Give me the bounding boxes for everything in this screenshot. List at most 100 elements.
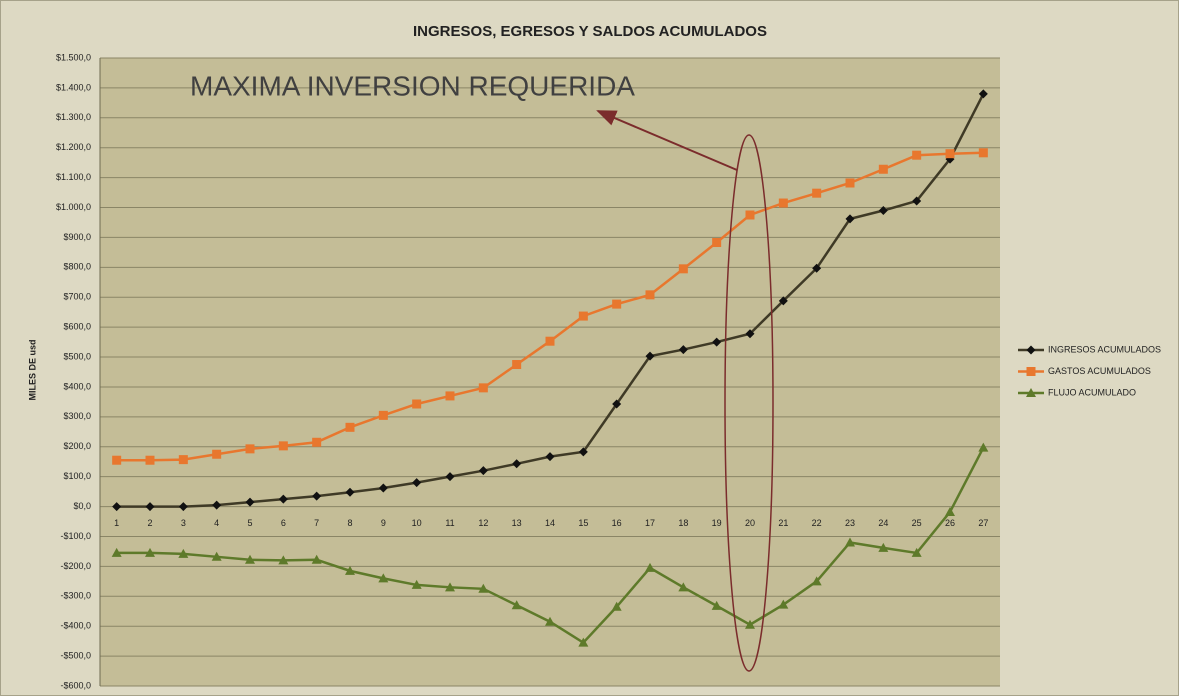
marker bbox=[912, 196, 922, 206]
x-tick-label: 24 bbox=[878, 518, 888, 528]
marker bbox=[1026, 345, 1036, 355]
marker bbox=[845, 537, 855, 547]
x-tick-label: 10 bbox=[412, 518, 422, 528]
y-tick-label: $700,0 bbox=[63, 292, 91, 302]
x-tick-label: 17 bbox=[645, 518, 655, 528]
marker bbox=[211, 551, 222, 561]
marker bbox=[811, 576, 822, 586]
marker bbox=[245, 497, 255, 507]
x-tick-label: 15 bbox=[578, 518, 588, 528]
plot-area bbox=[100, 58, 1000, 686]
marker bbox=[178, 502, 188, 512]
y-tick-label: $1.300,0 bbox=[56, 112, 91, 122]
annotation-arrow bbox=[596, 110, 738, 171]
marker bbox=[712, 337, 722, 347]
marker bbox=[878, 164, 888, 174]
marker bbox=[412, 399, 422, 409]
marker bbox=[612, 299, 622, 309]
x-tick-label: 1 bbox=[114, 518, 119, 528]
x-tick-label: 19 bbox=[712, 518, 722, 528]
marker bbox=[511, 600, 522, 610]
marker bbox=[312, 491, 322, 501]
y-tick-label: $800,0 bbox=[63, 262, 91, 272]
x-tick-label: 8 bbox=[347, 518, 352, 528]
annotation: MAXIMA INVERSION REQUERIDA bbox=[190, 70, 635, 101]
marker bbox=[512, 360, 522, 370]
marker bbox=[412, 478, 422, 488]
legend-label: FLUJO ACUMULADO bbox=[1048, 387, 1136, 397]
marker bbox=[645, 351, 655, 361]
y-tick-label: $400,0 bbox=[63, 381, 91, 391]
marker bbox=[545, 336, 555, 346]
marker bbox=[311, 554, 322, 564]
x-tick-label: 20 bbox=[745, 518, 755, 528]
x-tick-label: 22 bbox=[812, 518, 822, 528]
y-tick-label: $1.200,0 bbox=[56, 142, 91, 152]
x-tick-label: 26 bbox=[945, 518, 955, 528]
y-tick-label: $900,0 bbox=[63, 232, 91, 242]
marker bbox=[112, 455, 122, 465]
x-tick-label: 5 bbox=[247, 518, 252, 528]
y-tick-label: $300,0 bbox=[63, 411, 91, 421]
marker bbox=[378, 410, 388, 420]
marker bbox=[378, 573, 389, 583]
marker bbox=[312, 437, 322, 447]
marker bbox=[478, 383, 488, 393]
marker bbox=[945, 506, 955, 516]
marker bbox=[812, 263, 822, 273]
marker bbox=[578, 311, 588, 321]
marker bbox=[145, 455, 155, 465]
marker bbox=[278, 555, 289, 565]
marker bbox=[278, 441, 288, 451]
marker bbox=[178, 455, 188, 465]
y-tick-label: $600,0 bbox=[63, 322, 91, 332]
marker bbox=[778, 599, 789, 609]
marker bbox=[645, 290, 655, 300]
y-tick-label: $200,0 bbox=[63, 441, 91, 451]
x-tick-label: 3 bbox=[181, 518, 186, 528]
marker bbox=[778, 198, 788, 208]
y-tick-label: -$300,0 bbox=[60, 591, 91, 601]
marker bbox=[611, 601, 622, 611]
marker bbox=[978, 442, 989, 452]
y-tick-label: $1.500,0 bbox=[56, 52, 91, 62]
marker bbox=[345, 422, 355, 432]
legend-label: GASTOS ACUMULADOS bbox=[1048, 366, 1151, 376]
marker bbox=[978, 148, 988, 158]
marker bbox=[445, 582, 455, 592]
marker bbox=[212, 500, 222, 510]
x-tick-label: 6 bbox=[281, 518, 286, 528]
marker bbox=[411, 579, 422, 589]
y-tick-label: -$100,0 bbox=[60, 531, 91, 541]
y-tick-label: $100,0 bbox=[63, 471, 91, 481]
x-tick-label: 4 bbox=[214, 518, 219, 528]
marker bbox=[578, 637, 589, 647]
x-tick-label: 23 bbox=[845, 518, 855, 528]
x-tick-label: 13 bbox=[512, 518, 522, 528]
y-tick-label: -$400,0 bbox=[60, 621, 91, 631]
marker bbox=[712, 238, 722, 248]
marker bbox=[212, 449, 222, 459]
highlight-ellipse bbox=[724, 134, 774, 672]
x-tick-label: 21 bbox=[778, 518, 788, 528]
marker bbox=[345, 565, 355, 575]
marker bbox=[845, 178, 855, 188]
y-axis-label: MILES DE usd bbox=[27, 339, 37, 400]
marker bbox=[678, 345, 688, 355]
marker bbox=[912, 150, 922, 160]
marker bbox=[245, 554, 255, 564]
marker bbox=[278, 494, 288, 504]
x-tick-label: 11 bbox=[445, 518, 454, 528]
y-tick-label: $0,0 bbox=[73, 501, 91, 511]
chart-title: INGRESOS, EGRESOS Y SALDOS ACUMULADOS bbox=[413, 23, 767, 40]
marker bbox=[645, 562, 655, 572]
x-tick-label: 7 bbox=[314, 518, 319, 528]
y-tick-label: $1.400,0 bbox=[56, 82, 91, 92]
marker bbox=[845, 214, 855, 224]
marker bbox=[1026, 367, 1036, 376]
marker bbox=[878, 542, 889, 552]
marker bbox=[878, 206, 888, 216]
marker bbox=[445, 472, 455, 482]
marker bbox=[945, 149, 955, 159]
